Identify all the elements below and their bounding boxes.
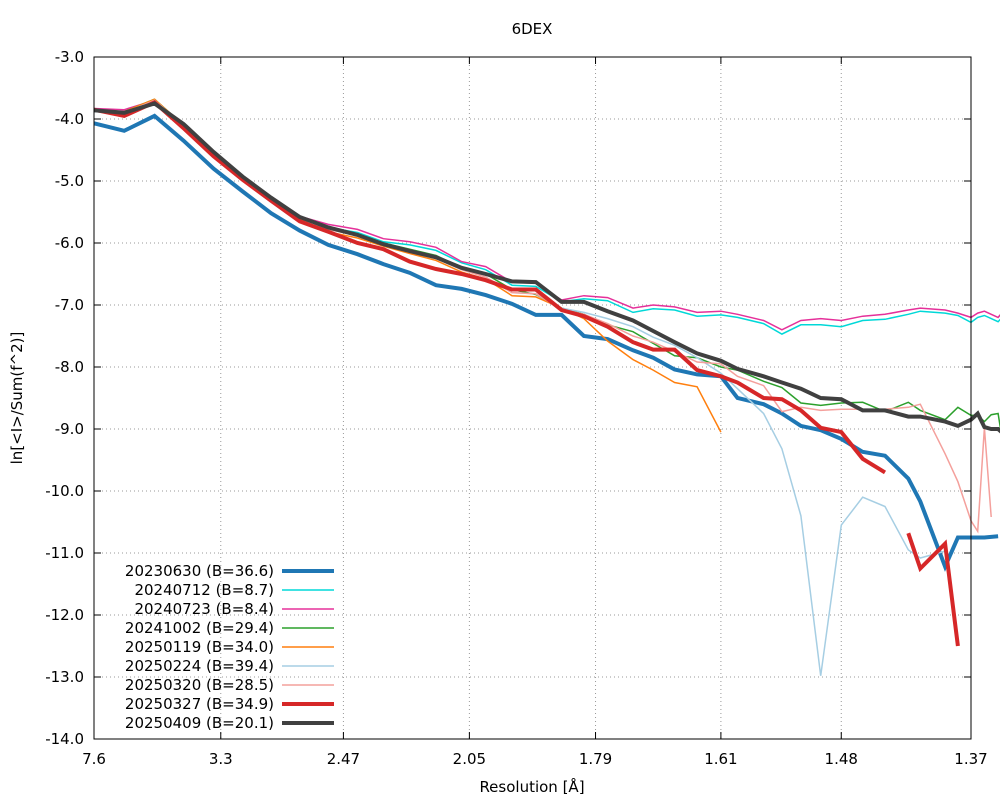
legend-label: 20230630 (B=36.6) [125, 562, 274, 580]
x-tick-label: 2.05 [453, 750, 486, 768]
x-tick-label: 2.47 [327, 750, 360, 768]
legend-label: 20241002 (B=29.4) [125, 619, 274, 637]
legend-label: 20250320 (B=28.5) [125, 676, 274, 694]
series-line-3 [93, 99, 1000, 331]
y-tick-label: -4.0 [55, 110, 84, 128]
y-axis-label: ln[<I>/Sum(f^2)] [8, 332, 26, 465]
legend-label: 20250409 (B=20.1) [125, 714, 274, 732]
y-tick-label: -9.0 [55, 420, 84, 438]
y-tick-label: -14.0 [45, 730, 84, 748]
series-line-1 [93, 113, 999, 572]
series-line-5 [93, 98, 722, 433]
axis-ticks: 7.6 3.3 2.47 2.05 1.79 1.61 1.48 1.37 -3.0 -4.0 -5… [45, 48, 988, 768]
y-tick-label: -5.0 [55, 172, 84, 190]
legend-label: 20250119 (B=34.0) [125, 638, 274, 656]
x-tick-label: 1.48 [825, 750, 858, 768]
x-tick-label: 7.6 [82, 750, 106, 768]
y-tick-label: -3.0 [55, 48, 84, 66]
y-tick-label: -6.0 [55, 234, 84, 252]
legend-label: 20250327 (B=34.9) [125, 695, 274, 713]
series-line-8 [93, 99, 960, 647]
plot-frame [93, 56, 972, 740]
x-tick-label: 1.37 [954, 750, 987, 768]
series-line-9 [93, 101, 1000, 434]
y-tick-label: -13.0 [45, 668, 84, 686]
x-tick-label: 1.61 [704, 750, 737, 768]
y-tick-label: -12.0 [45, 606, 84, 624]
chart-title: 6DEX [512, 20, 553, 38]
x-axis-label: Resolution [Å] [479, 777, 584, 796]
legend-label: 20250224 (B=39.4) [125, 657, 274, 675]
legend-label: 20240723 (B=8.4) [134, 600, 274, 618]
series-layer [93, 98, 1000, 676]
y-tick-label: -10.0 [45, 482, 84, 500]
legend-label: 20240712 (B=8.7) [134, 581, 274, 599]
y-tick-label: -8.0 [55, 358, 84, 376]
y-tick-label: -11.0 [45, 544, 84, 562]
legend: 20230630 (B=36.6)20240712 (B=8.7)2024072… [125, 562, 334, 732]
x-tick-label: 1.79 [579, 750, 612, 768]
x-tick-label: 3.3 [209, 750, 233, 768]
y-tick-label: -7.0 [55, 296, 84, 314]
